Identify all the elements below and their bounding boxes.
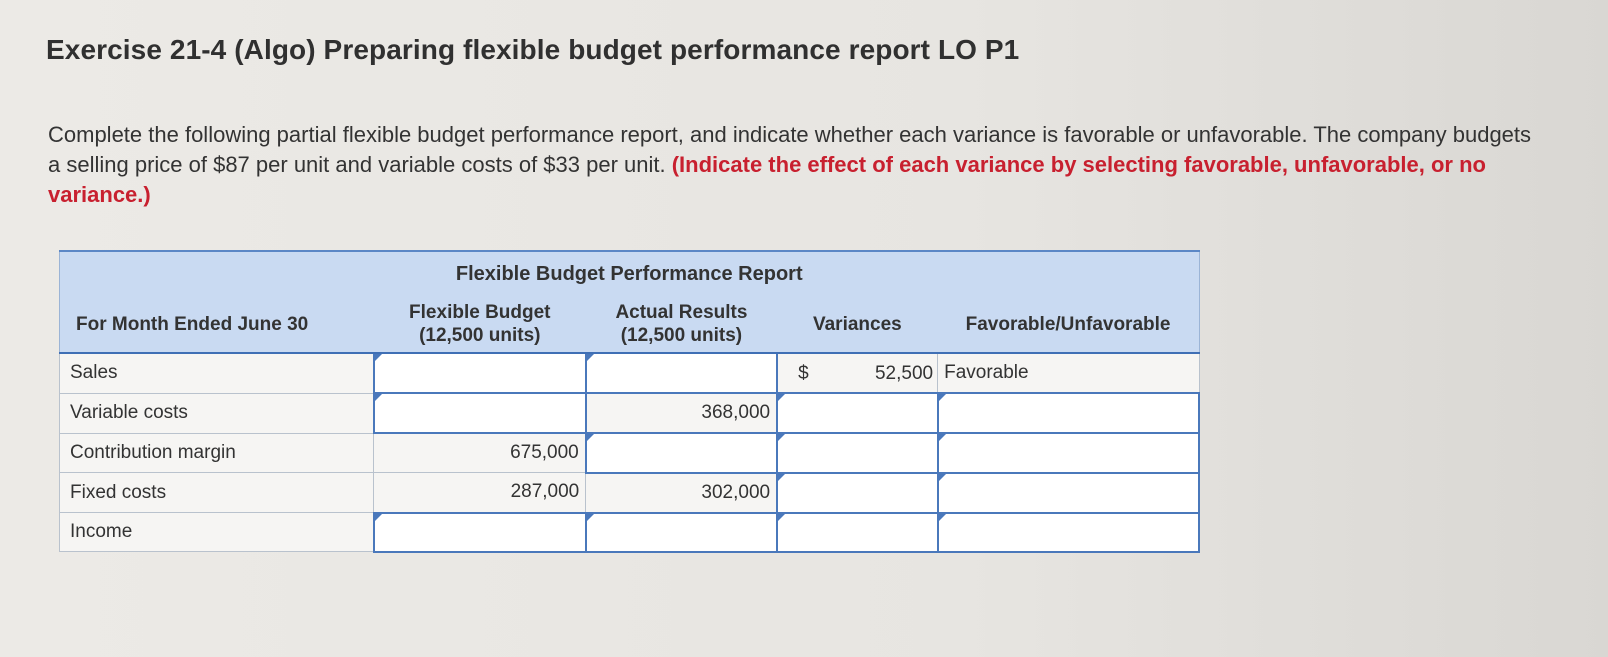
income-variance-input-cell[interactable] — [776, 511, 939, 553]
sales-variance-value: 52,500 — [874, 363, 934, 384]
variable-costs-flexible-input[interactable] — [374, 394, 585, 432]
sales-flexible-input[interactable] — [374, 354, 585, 392]
sales-actual-input[interactable] — [586, 354, 777, 392]
contribution-margin-variance-input-cell[interactable] — [776, 432, 939, 474]
fixed-costs-variance-input[interactable] — [778, 473, 937, 512]
income-fav-unfav-select-cell[interactable] — [936, 511, 1201, 553]
sales-variance-currency: $ — [798, 363, 809, 384]
table-row-contribution-margin: Contribution margin 675,000 — [58, 432, 1201, 474]
fixed-costs-flexible-value: 287,000 — [373, 472, 587, 513]
row-label-fixed-costs: Fixed costs — [58, 472, 375, 513]
table-row-income: Income — [58, 511, 1201, 553]
contribution-margin-actual-input-cell[interactable] — [584, 432, 779, 474]
fixed-costs-actual-value: 302,000 — [585, 472, 778, 513]
table-row-sales: Sales $ 52,500 Favorable — [58, 352, 1200, 394]
header-flexible-line1: Flexible Budget — [409, 302, 551, 323]
contribution-margin-variance-input[interactable] — [778, 434, 937, 472]
instructions-text: Complete the following partial flexible … — [48, 122, 1532, 177]
variable-costs-actual-value: 368,000 — [585, 392, 778, 434]
row-label-income: Income — [58, 512, 375, 552]
flexible-budget-report-table: Flexible Budget Performance Report For M… — [58, 250, 1201, 553]
header-fav-unfav: Favorable/Unfavorable — [937, 296, 1200, 354]
contribution-margin-fav-unfav-select[interactable] — [938, 434, 1198, 472]
income-fav-unfav-select[interactable] — [938, 513, 1198, 551]
contribution-margin-actual-input[interactable] — [586, 434, 777, 472]
income-actual-input-cell[interactable] — [584, 511, 779, 553]
header-actual-results: Actual Results (12,500 units) — [585, 296, 778, 354]
fixed-costs-variance-input-cell[interactable] — [776, 471, 939, 514]
income-variance-input[interactable] — [778, 513, 937, 551]
row-label-sales: Sales — [58, 352, 375, 394]
income-flexible-input-cell[interactable] — [372, 511, 587, 553]
contribution-margin-fav-unfav-select-cell[interactable] — [936, 432, 1201, 474]
header-actual-line2: (12,500 units) — [620, 325, 743, 346]
fixed-costs-fav-unfav-select-cell[interactable] — [936, 471, 1201, 514]
income-flexible-input[interactable] — [374, 513, 585, 551]
variable-costs-flexible-input-cell[interactable] — [372, 392, 587, 434]
report-title: Flexible Budget Performance Report — [59, 250, 1200, 296]
variable-costs-variance-input[interactable] — [778, 394, 937, 432]
row-label-variable-costs: Variable costs — [58, 392, 375, 434]
sales-actual-input-cell[interactable] — [584, 352, 779, 394]
variable-costs-fav-unfav-select[interactable] — [938, 394, 1198, 432]
header-actual-line1: Actual Results — [615, 302, 748, 323]
header-variances: Variances — [777, 296, 938, 354]
variable-costs-fav-unfav-select-cell[interactable] — [936, 392, 1201, 434]
variable-costs-variance-input-cell[interactable] — [776, 392, 939, 434]
sales-flexible-input-cell[interactable] — [372, 352, 587, 394]
header-flexible-budget: Flexible Budget (12,500 units) — [373, 296, 586, 354]
row-label-contribution-margin: Contribution margin — [58, 432, 375, 473]
table-row-fixed-costs: Fixed costs 287,000 302,000 — [58, 471, 1201, 514]
instructions: Complete the following partial flexible … — [48, 120, 1548, 210]
header-flexible-line2: (12,500 units) — [419, 325, 541, 346]
fixed-costs-fav-unfav-select[interactable] — [938, 473, 1198, 512]
header-period: For Month Ended June 30 — [58, 296, 374, 354]
sales-fav-unfav: Favorable — [937, 352, 1200, 394]
contribution-margin-flexible-value: 675,000 — [373, 432, 587, 473]
instructions-emphasis: (Indicate the effect of each variance by… — [48, 152, 1486, 207]
income-actual-input[interactable] — [586, 513, 777, 551]
table-row-variable-costs: Variable costs 368,000 — [58, 392, 1201, 434]
sales-variance: $ 52,500 — [776, 352, 939, 394]
page-title: Exercise 21-4 (Algo) Preparing flexible … — [46, 34, 1020, 65]
